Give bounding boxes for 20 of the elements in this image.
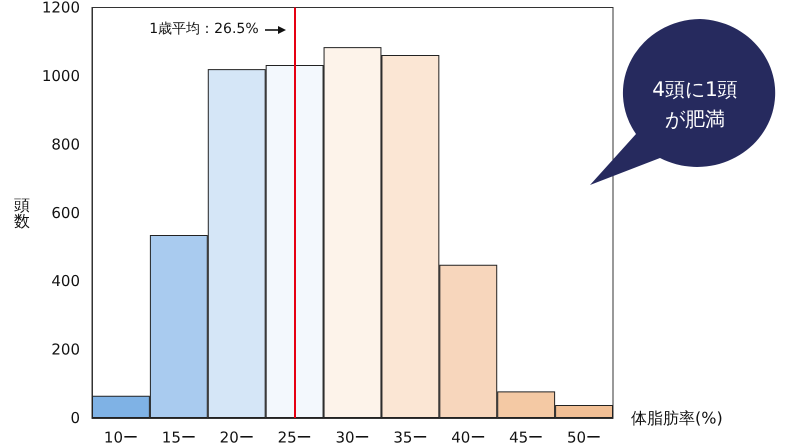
- y-axis-title: 頭数: [14, 195, 30, 230]
- x-tick-label: 45ー: [509, 428, 544, 446]
- y-tick-label: 1000: [42, 66, 80, 85]
- x-tick-label: 20ー: [220, 428, 254, 446]
- x-tick-label: 15ー: [162, 428, 196, 446]
- x-axis-title: 体脂肪率(%): [631, 408, 723, 428]
- ref-line-label: 1歳平均：26.5%: [149, 20, 259, 38]
- y-tick-label: 800: [51, 135, 80, 154]
- y-tick-label: 400: [51, 272, 80, 290]
- x-tick-label: 25ー: [278, 428, 312, 446]
- x-tick-label: 40ー: [451, 428, 486, 446]
- y-tick-label: 1200: [42, 0, 80, 16]
- y-tick-label: 600: [51, 204, 80, 222]
- x-tick-label: 50ー: [567, 428, 602, 446]
- y-tick-label: 0: [70, 409, 80, 427]
- x-tick-label: 30ー: [335, 428, 370, 446]
- x-tick-label: 35ー: [393, 428, 428, 446]
- text: 4頭に1頭が肥満: [651, 76, 739, 133]
- x-tick-label: 10ー: [104, 428, 138, 446]
- y-tick-label: 200: [51, 340, 80, 359]
